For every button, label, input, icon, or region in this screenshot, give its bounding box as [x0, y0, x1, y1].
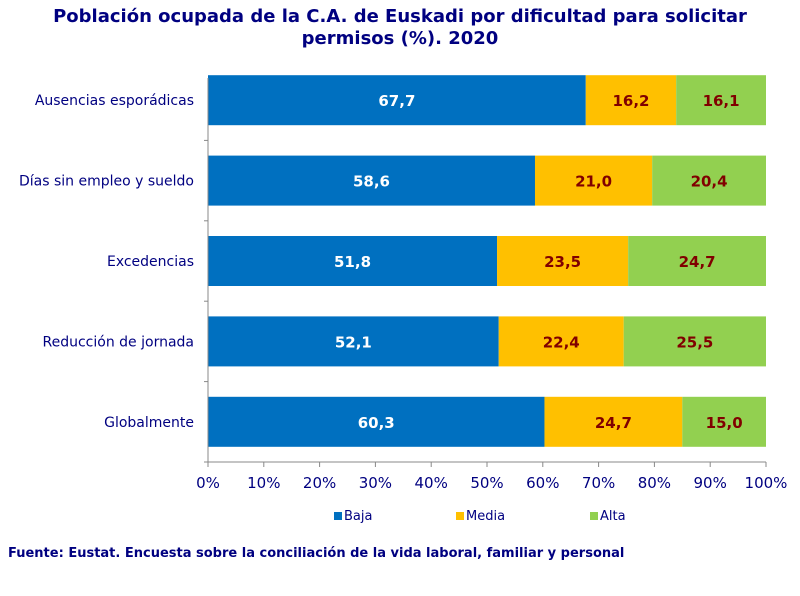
data-label-alta-1: 16,1: [703, 92, 740, 110]
bar-alta-2: [652, 155, 766, 206]
x-tick-label-1: 10%: [247, 474, 280, 492]
bar-alta-1: [676, 75, 766, 126]
legend-swatch-media: [456, 512, 464, 520]
bar-baja-1: [208, 75, 586, 126]
data-label-baja-2: 58,6: [353, 173, 390, 191]
bar-baja-4: [208, 316, 499, 367]
x-tick-label-9: 90%: [694, 474, 727, 492]
data-label-alta-5: 15,0: [706, 414, 743, 432]
category-label-1: Ausencias esporádicas: [35, 93, 194, 109]
x-tick-label-5: 50%: [470, 474, 503, 492]
chart-title: Población ocupada de la C.A. de Euskadi …: [0, 6, 800, 50]
category-label-2: Días sin empleo y sueldo: [19, 174, 194, 190]
data-label-media-4: 22,4: [543, 333, 580, 351]
x-tick-label-3: 30%: [359, 474, 392, 492]
data-label-media-1: 16,2: [612, 92, 649, 110]
bar-media-2: [534, 155, 653, 206]
bar-baja-2: [208, 155, 535, 206]
legend-swatch-alta: [590, 512, 598, 520]
x-tick-label-6: 60%: [526, 474, 559, 492]
bar-baja-5: [208, 396, 545, 447]
x-tick-label-8: 80%: [638, 474, 671, 492]
x-tick-label-0: 0%: [196, 474, 220, 492]
data-label-baja-5: 60,3: [358, 414, 395, 432]
data-label-baja-4: 52,1: [335, 333, 372, 351]
bar-baja-3: [208, 236, 498, 286]
bar-media-4: [498, 316, 624, 367]
category-label-3: Excedencias: [107, 254, 194, 270]
x-tick-label-7: 70%: [582, 474, 615, 492]
source-note: Fuente: Eustat. Encuesta sobre la concil…: [8, 546, 625, 561]
legend-label-baja: Baja: [344, 509, 372, 524]
legend-swatch-baja: [334, 512, 342, 520]
data-label-media-3: 23,5: [544, 253, 581, 271]
chart-title-line-2: permisos (%). 2020: [301, 28, 499, 49]
bar-alta-3: [628, 236, 766, 286]
bar-media-1: [585, 75, 677, 126]
bar-media-5: [544, 396, 683, 447]
chart-title-line-1: Población ocupada de la C.A. de Euskadi …: [53, 6, 747, 27]
data-label-media-5: 24,7: [595, 414, 632, 432]
data-label-baja-3: 51,8: [334, 253, 371, 271]
category-label-5: Globalmente: [104, 415, 194, 431]
x-tick-label-2: 20%: [303, 474, 336, 492]
legend-label-alta: Alta: [600, 509, 626, 524]
legend-label-media: Media: [466, 509, 505, 524]
x-tick-label-10: 100%: [745, 474, 788, 492]
data-label-media-2: 21,0: [575, 173, 612, 191]
bar-alta-4: [623, 316, 766, 367]
category-label-4: Reducción de jornada: [43, 334, 194, 350]
data-label-baja-1: 67,7: [378, 92, 415, 110]
data-label-alta-3: 24,7: [679, 253, 716, 271]
data-label-alta-4: 25,5: [676, 333, 713, 351]
x-tick-label-4: 40%: [415, 474, 448, 492]
bar-media-3: [497, 236, 629, 286]
data-label-alta-2: 20,4: [691, 173, 728, 191]
bar-alta-5: [682, 396, 766, 447]
